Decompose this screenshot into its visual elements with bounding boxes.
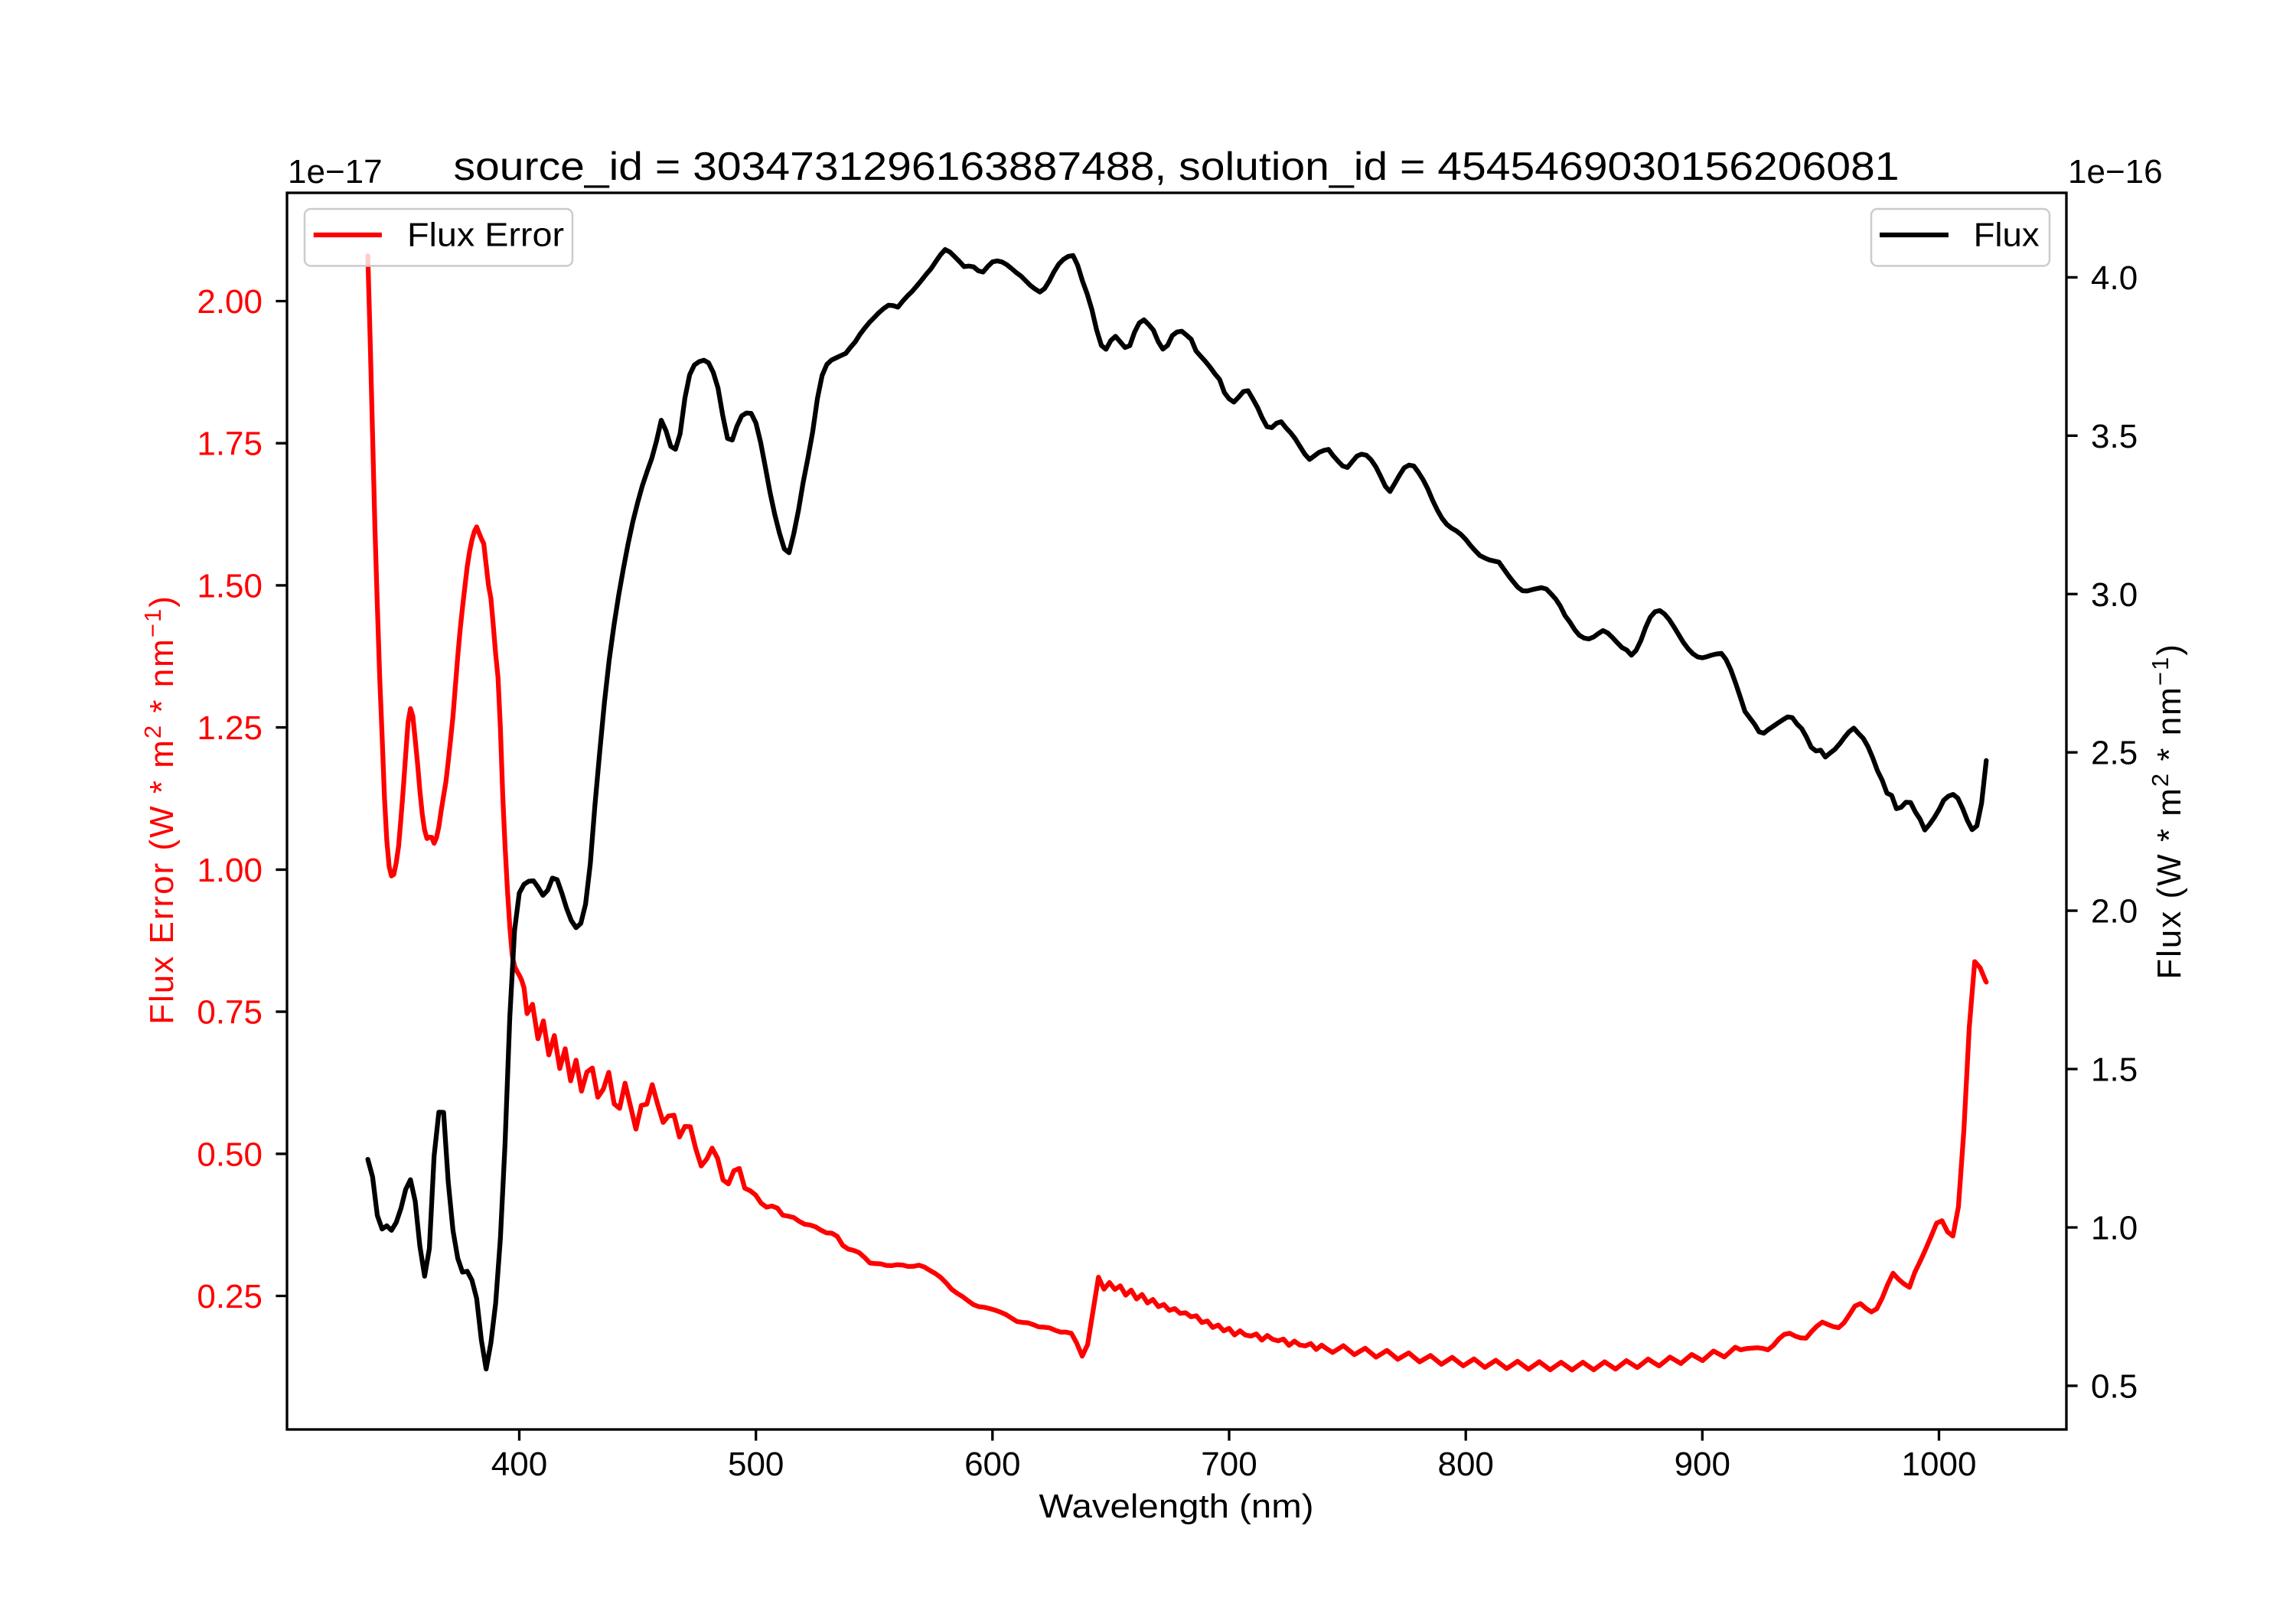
svg-text:2.0: 2.0	[2091, 893, 2138, 931]
svg-text:1.00: 1.00	[197, 852, 263, 889]
svg-text:0.5: 0.5	[2091, 1367, 2138, 1405]
svg-text:4.0: 4.0	[2091, 259, 2138, 297]
svg-text:900: 900	[1675, 1446, 1730, 1483]
svg-text:0.75: 0.75	[197, 994, 263, 1032]
svg-text:0.25: 0.25	[197, 1278, 263, 1315]
svg-text:1.50: 1.50	[197, 567, 263, 605]
svg-text:400: 400	[491, 1446, 547, 1483]
svg-text:1e−16: 1e−16	[2068, 153, 2163, 191]
svg-text:1.5: 1.5	[2091, 1051, 2138, 1089]
svg-text:2.5: 2.5	[2091, 735, 2138, 772]
svg-text:3.5: 3.5	[2091, 418, 2138, 455]
svg-text:800: 800	[1437, 1446, 1493, 1483]
svg-text:Flux (W * m2 * nm−1): Flux (W * m2 * nm−1)	[2147, 643, 2188, 980]
svg-text:Flux: Flux	[1974, 217, 2040, 254]
svg-text:source_id = 303473129616388748: source_id = 3034731296163887488, solutio…	[454, 145, 1900, 189]
svg-text:Flux Error (W * m2 * nm−1): Flux Error (W * m2 * nm−1)	[139, 595, 181, 1025]
svg-text:1.0: 1.0	[2091, 1210, 2138, 1247]
svg-text:1e−17: 1e−17	[288, 153, 383, 191]
svg-text:2.00: 2.00	[197, 283, 263, 321]
svg-text:0.50: 0.50	[197, 1136, 263, 1173]
svg-text:1000: 1000	[1902, 1446, 1977, 1483]
svg-text:Wavelength (nm): Wavelength (nm)	[1039, 1488, 1314, 1525]
svg-text:1.75: 1.75	[197, 425, 263, 463]
svg-text:Flux Error: Flux Error	[407, 217, 564, 254]
svg-text:600: 600	[964, 1446, 1020, 1483]
svg-text:700: 700	[1201, 1446, 1257, 1483]
svg-text:1.25: 1.25	[197, 709, 263, 747]
svg-text:3.0: 3.0	[2091, 576, 2138, 614]
svg-text:500: 500	[728, 1446, 784, 1483]
